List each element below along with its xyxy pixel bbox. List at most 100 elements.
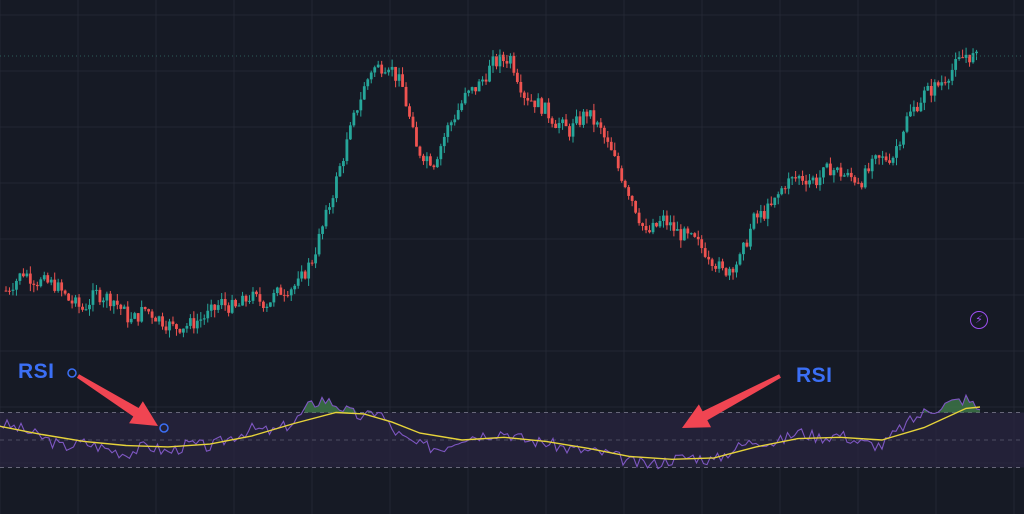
candle-body [28,273,32,284]
candle-body [39,279,43,287]
candle-body [714,265,718,269]
candle-body [428,156,432,166]
candle-body [634,200,638,213]
candle-body [348,125,352,140]
candle-body [467,90,471,93]
candle-body [943,82,947,84]
candle-body [665,215,669,226]
candle-body [651,222,655,233]
rsi-annotation-right: RSI [796,364,833,387]
candle-body [912,106,916,112]
candle-body [648,230,651,233]
candle-body [902,131,905,145]
candle-body [533,100,537,108]
candle-body [846,172,850,176]
candle-body [811,177,815,181]
candle-body [881,156,884,158]
candle-body [804,180,808,185]
arrow-left [76,374,158,426]
candle-body [957,57,961,60]
candle-body [324,209,328,227]
candle-body [88,304,91,310]
candle-body [84,309,88,311]
candle-body [696,236,700,240]
candle-body [550,118,554,124]
candle-body [164,326,168,331]
candle-body [557,123,561,129]
candle-body [947,80,951,83]
candle-body [909,111,912,117]
candle-body [321,226,324,234]
candle-body [456,110,460,120]
candle-body [147,309,151,312]
candle-body [822,167,825,178]
candle-body [749,228,752,247]
candle-body [202,318,206,320]
candle-body [508,55,512,64]
candle-body [178,328,182,333]
candle-body [728,268,731,276]
candle-body [561,119,564,124]
candle-body [95,289,98,291]
candle-body [213,304,217,310]
candle-body [491,56,495,66]
candle-body [474,87,478,92]
candle-body [289,289,293,296]
candle-body [724,268,728,276]
candle-body [522,92,526,98]
candle-body [4,290,8,292]
candle-body [515,72,519,82]
candle-body [404,86,408,107]
candle-body [380,64,384,74]
candle-body [797,175,801,179]
candle-body [662,215,665,221]
candle-body [251,291,255,301]
candle-body [303,271,307,279]
candle-body [422,155,425,162]
candle-body [362,86,366,100]
candle-body [672,222,676,231]
candle-body [463,92,467,104]
candle-body [161,316,164,327]
candle-body [641,223,644,226]
candle-body [867,168,871,172]
candle-body [975,51,978,54]
candle-body [286,295,290,297]
annotation-arrows [67,368,781,433]
candle-body [825,163,829,168]
candle-body [644,225,648,231]
candle-body [328,207,331,210]
arrow-anchor-dot [67,368,77,378]
candle-body [279,287,283,295]
candle-body [268,302,272,307]
candle-body [470,87,474,91]
candle-body [282,294,286,296]
candle-body [108,293,112,307]
candle-body [630,195,634,201]
arrow-right [682,374,781,428]
candle-body [42,275,46,280]
candle-body [32,283,36,285]
candle-body [182,328,185,333]
candlestick-series [0,47,1024,338]
candle-body [870,158,874,172]
candle-body [686,228,690,234]
candle-body [237,305,241,307]
candle-body [425,156,429,162]
candle-body [818,177,822,186]
candle-body [599,122,603,128]
candle-body [519,81,523,93]
candle-body [964,54,968,58]
candle-body [808,180,811,185]
candle-body [731,268,735,273]
candle-body [675,229,679,231]
candle-body [35,284,39,287]
candle-body [411,116,415,128]
candle-body [307,262,311,279]
candle-body [766,203,770,219]
candle-body [373,67,377,73]
candle-body [787,178,791,189]
lightning-bolt-icon[interactable]: ⚡ [970,311,988,329]
candle-body [345,139,349,162]
